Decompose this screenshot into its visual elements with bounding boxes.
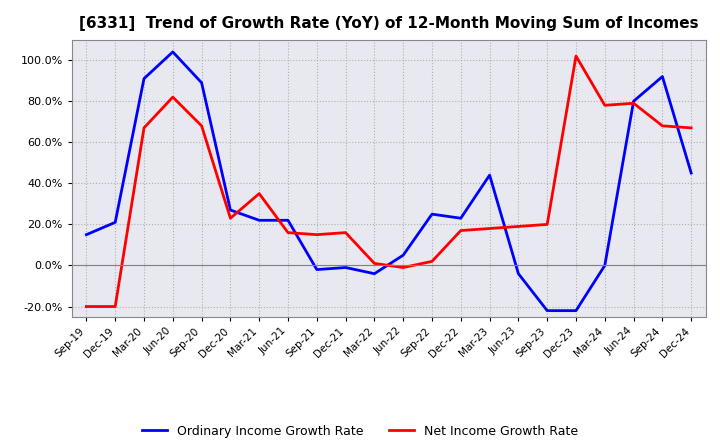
Net Income Growth Rate (168, 95, 177, 100)
Ordinary Income Growth Rate (341, 265, 350, 270)
Ordinary Income Growth Rate (600, 263, 609, 268)
Net Income Growth Rate (226, 216, 235, 221)
Net Income Growth Rate (140, 125, 148, 131)
Ordinary Income Growth Rate (428, 212, 436, 217)
Ordinary Income Growth Rate (168, 49, 177, 55)
Line: Net Income Growth Rate: Net Income Growth Rate (86, 56, 691, 307)
Ordinary Income Growth Rate (140, 76, 148, 81)
Net Income Growth Rate (312, 232, 321, 237)
Net Income Growth Rate (629, 101, 638, 106)
Net Income Growth Rate (514, 224, 523, 229)
Ordinary Income Growth Rate (629, 99, 638, 104)
Ordinary Income Growth Rate (370, 271, 379, 276)
Net Income Growth Rate (485, 226, 494, 231)
Net Income Growth Rate (600, 103, 609, 108)
Net Income Growth Rate (658, 123, 667, 128)
Net Income Growth Rate (284, 230, 292, 235)
Ordinary Income Growth Rate (399, 253, 408, 258)
Ordinary Income Growth Rate (514, 271, 523, 276)
Net Income Growth Rate (370, 261, 379, 266)
Net Income Growth Rate (399, 265, 408, 270)
Ordinary Income Growth Rate (312, 267, 321, 272)
Ordinary Income Growth Rate (284, 218, 292, 223)
Ordinary Income Growth Rate (226, 207, 235, 213)
Ordinary Income Growth Rate (658, 74, 667, 79)
Ordinary Income Growth Rate (485, 172, 494, 178)
Net Income Growth Rate (456, 228, 465, 233)
Net Income Growth Rate (341, 230, 350, 235)
Net Income Growth Rate (197, 123, 206, 128)
Ordinary Income Growth Rate (197, 80, 206, 85)
Ordinary Income Growth Rate (111, 220, 120, 225)
Net Income Growth Rate (428, 259, 436, 264)
Net Income Growth Rate (82, 304, 91, 309)
Line: Ordinary Income Growth Rate: Ordinary Income Growth Rate (86, 52, 691, 311)
Legend: Ordinary Income Growth Rate, Net Income Growth Rate: Ordinary Income Growth Rate, Net Income … (138, 420, 582, 440)
Ordinary Income Growth Rate (82, 232, 91, 237)
Net Income Growth Rate (687, 125, 696, 131)
Net Income Growth Rate (255, 191, 264, 196)
Ordinary Income Growth Rate (543, 308, 552, 313)
Net Income Growth Rate (543, 222, 552, 227)
Ordinary Income Growth Rate (255, 218, 264, 223)
Ordinary Income Growth Rate (572, 308, 580, 313)
Ordinary Income Growth Rate (456, 216, 465, 221)
Title: [6331]  Trend of Growth Rate (YoY) of 12-Month Moving Sum of Incomes: [6331] Trend of Growth Rate (YoY) of 12-… (79, 16, 698, 32)
Net Income Growth Rate (572, 53, 580, 59)
Net Income Growth Rate (111, 304, 120, 309)
Ordinary Income Growth Rate (687, 170, 696, 176)
